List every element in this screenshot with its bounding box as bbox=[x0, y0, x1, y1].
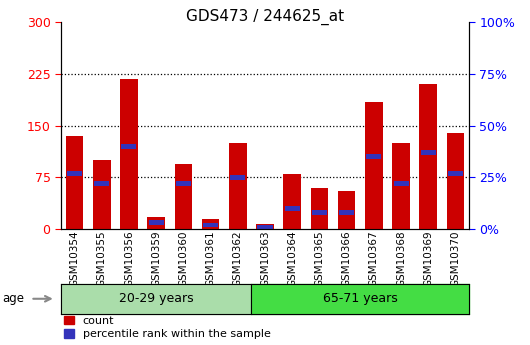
Bar bbox=[421, 150, 436, 155]
Bar bbox=[312, 210, 327, 215]
Text: GSM10370: GSM10370 bbox=[450, 231, 461, 287]
Bar bbox=[366, 154, 382, 159]
Text: age: age bbox=[3, 292, 25, 305]
Text: 65-71 years: 65-71 years bbox=[323, 292, 398, 305]
Text: GSM10356: GSM10356 bbox=[124, 231, 134, 287]
Text: GSM10369: GSM10369 bbox=[423, 231, 433, 287]
Bar bbox=[258, 225, 272, 229]
Text: GSM10362: GSM10362 bbox=[233, 231, 243, 287]
Text: GSM10367: GSM10367 bbox=[369, 231, 379, 287]
Bar bbox=[251, 284, 469, 314]
Text: GSM10366: GSM10366 bbox=[342, 231, 351, 287]
Bar bbox=[365, 102, 383, 229]
Text: GSM10359: GSM10359 bbox=[151, 231, 161, 287]
Bar bbox=[229, 143, 246, 229]
Bar bbox=[448, 171, 463, 176]
Bar bbox=[147, 217, 165, 229]
Bar bbox=[66, 136, 83, 229]
Bar bbox=[174, 164, 192, 229]
Text: GSM10361: GSM10361 bbox=[206, 231, 216, 287]
Bar bbox=[67, 171, 82, 176]
Bar bbox=[256, 224, 274, 229]
Bar bbox=[230, 175, 245, 180]
Bar bbox=[176, 181, 191, 186]
Bar bbox=[311, 188, 328, 229]
Text: GSM10368: GSM10368 bbox=[396, 231, 406, 287]
Bar bbox=[148, 220, 164, 225]
Bar bbox=[94, 181, 109, 186]
Bar bbox=[393, 181, 409, 186]
Bar bbox=[202, 219, 219, 229]
Text: GSM10360: GSM10360 bbox=[179, 231, 188, 287]
Bar bbox=[392, 143, 410, 229]
Text: GSM10365: GSM10365 bbox=[314, 231, 324, 287]
Text: GSM10364: GSM10364 bbox=[287, 231, 297, 287]
Bar bbox=[120, 79, 138, 229]
Bar bbox=[121, 144, 137, 149]
Bar bbox=[203, 223, 218, 227]
Text: GSM10363: GSM10363 bbox=[260, 231, 270, 287]
Bar bbox=[93, 160, 111, 229]
Bar bbox=[284, 174, 301, 229]
Text: 20-29 years: 20-29 years bbox=[119, 292, 193, 305]
Bar bbox=[339, 210, 354, 215]
Text: GDS473 / 244625_at: GDS473 / 244625_at bbox=[186, 9, 344, 25]
Text: GSM10355: GSM10355 bbox=[97, 231, 107, 287]
Bar bbox=[285, 206, 300, 211]
Bar bbox=[61, 284, 251, 314]
Bar bbox=[447, 132, 464, 229]
Bar bbox=[338, 191, 356, 229]
Text: GSM10354: GSM10354 bbox=[69, 231, 80, 287]
Bar bbox=[419, 85, 437, 229]
Legend: count, percentile rank within the sample: count, percentile rank within the sample bbox=[64, 316, 271, 339]
